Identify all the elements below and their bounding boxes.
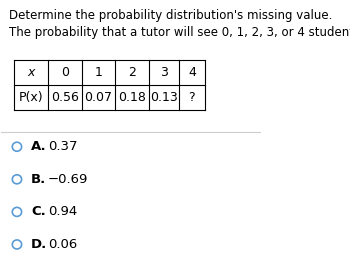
Text: 0.06: 0.06: [48, 238, 77, 251]
Text: 1: 1: [94, 66, 103, 79]
Text: 0.56: 0.56: [51, 91, 79, 104]
Text: x: x: [28, 66, 35, 79]
Text: 3: 3: [160, 66, 168, 79]
Text: −0.69: −0.69: [48, 173, 89, 186]
Text: 0.94: 0.94: [48, 205, 77, 218]
Text: ?: ?: [189, 91, 195, 104]
Text: 0.37: 0.37: [48, 140, 78, 153]
Text: A.: A.: [31, 140, 47, 153]
Text: 0.18: 0.18: [118, 91, 146, 104]
Text: 0.13: 0.13: [150, 91, 178, 104]
Text: C.: C.: [31, 205, 46, 218]
Text: 0.07: 0.07: [85, 91, 113, 104]
Text: 2: 2: [128, 66, 136, 79]
Text: B.: B.: [31, 173, 47, 186]
Text: D.: D.: [31, 238, 48, 251]
Text: Determine the probability distribution's missing value.: Determine the probability distribution's…: [9, 9, 332, 22]
Text: 0: 0: [61, 66, 69, 79]
Text: P(x): P(x): [19, 91, 43, 104]
Text: 4: 4: [188, 66, 196, 79]
Text: The probability that a tutor will see 0, 1, 2, 3, or 4 students: The probability that a tutor will see 0,…: [9, 26, 350, 39]
